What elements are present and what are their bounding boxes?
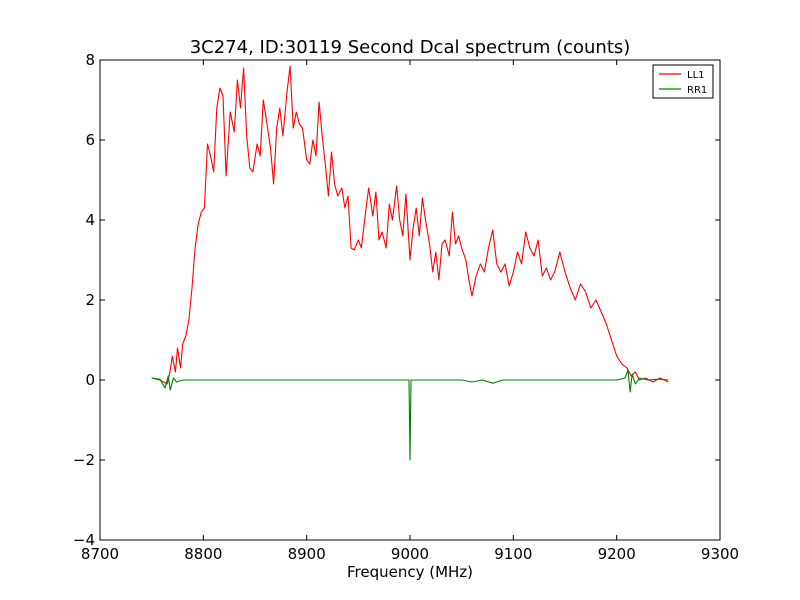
y-tick-label: 8 [85, 51, 95, 69]
legend: LL1 RR1 [652, 64, 714, 99]
x-tick-label: 9300 [701, 545, 739, 563]
legend-label-ll1: LL1 [687, 70, 705, 81]
legend-box [652, 64, 714, 99]
x-tick-label: 9000 [391, 545, 429, 563]
series-line-rr1 [151, 369, 669, 461]
y-tick-label: −4 [73, 531, 95, 549]
y-tick-label: 0 [85, 371, 95, 389]
x-axis-label: Frequency (MHz) [347, 563, 473, 581]
series-line-ll1 [151, 65, 669, 385]
x-tick-label: 9200 [598, 545, 636, 563]
x-tick-label: 8900 [288, 545, 326, 563]
x-tick-label: 8800 [184, 545, 222, 563]
legend-label-rr1: RR1 [687, 85, 707, 96]
y-tick-label: −2 [73, 451, 95, 469]
axes-frame [99, 59, 721, 541]
plot-layer [151, 65, 669, 461]
ticks-layer: 8700 8800 8900 9000 9100 9200 9300 −4 −2 0 2 4 6 8 [73, 51, 739, 563]
x-tick-label: 9100 [494, 545, 532, 563]
y-tick-label: 4 [85, 211, 95, 229]
chart-title: 3C274, ID:30119 Second Dcal spectrum (co… [190, 37, 631, 58]
x-tick-label: 8700 [81, 545, 119, 563]
y-tick-label: 2 [85, 291, 95, 309]
y-tick-label: 6 [85, 131, 95, 149]
